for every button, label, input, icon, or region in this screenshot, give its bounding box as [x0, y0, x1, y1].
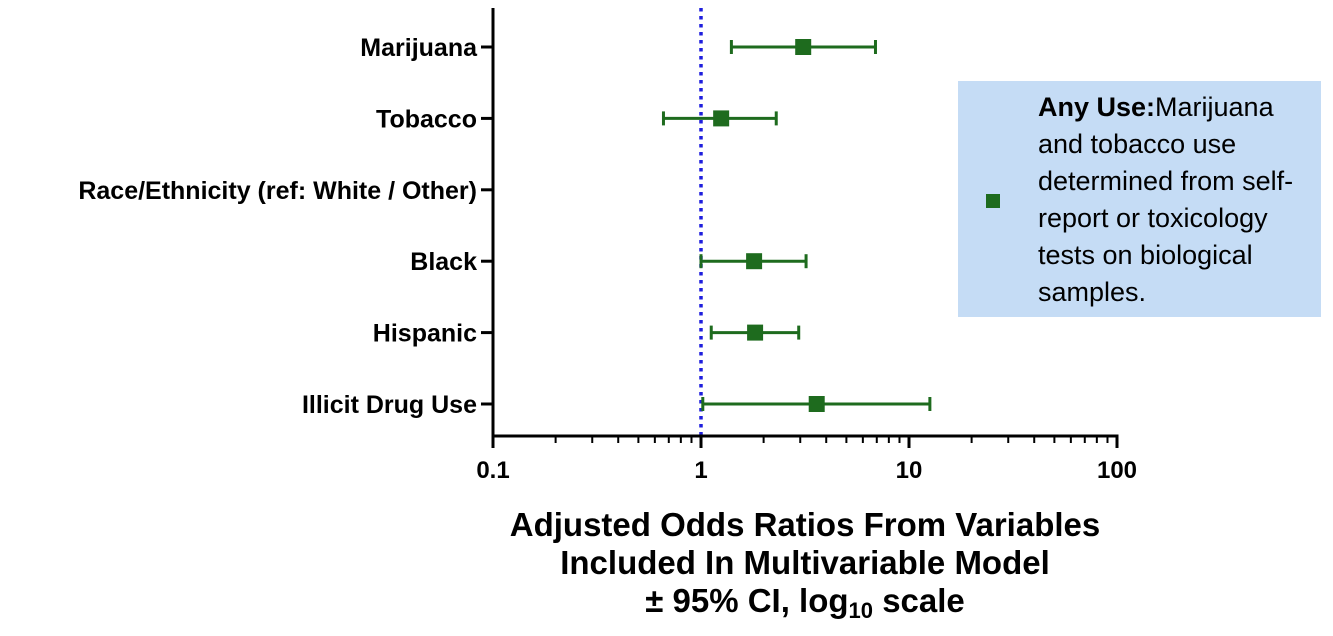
category-label: Race/Ethnicity (ref: White / Other): [78, 177, 477, 205]
odds-ratio-marker: [808, 396, 825, 412]
legend-text: Any Use:Marijuana and tobacco use determ…: [1038, 89, 1318, 311]
x-tick-label: 1: [694, 457, 707, 484]
category-label: Illicit Drug Use: [302, 391, 477, 419]
category-label: Tobacco: [376, 105, 477, 133]
data-marks: [661, 39, 932, 412]
x-axis-title-line-3: ± 95% CI, log10 scale: [420, 582, 1190, 623]
x-axis-title: Adjusted Odds Ratios From Variables Incl…: [420, 506, 1190, 623]
x-tick-label: 0.1: [476, 457, 509, 484]
legend-description: Marijuana and tobacco use determined fro…: [1038, 92, 1294, 307]
category-labels: Marijuana Tobacco Race/Ethnicity (ref: Whi…: [78, 34, 478, 419]
x-axis-title-line-1: Adjusted Odds Ratios From Variables: [509, 506, 1101, 543]
category-label: Marijuana: [360, 34, 478, 62]
odds-ratio-marker: [713, 110, 730, 127]
odds-ratio-marker: [795, 39, 812, 55]
legend-bold-label: Any Use:: [1038, 92, 1156, 122]
odds-ratio-marker: [746, 253, 763, 270]
x-tick-label: 100: [1097, 457, 1137, 484]
x-tick-label: 10: [896, 457, 923, 484]
x-axis-title-subscript: 10: [848, 598, 874, 623]
x-axis-title-line-2: Included In Multivariable Model: [560, 544, 1050, 581]
x-axis-title-prefix: ± 95% CI, log: [645, 582, 849, 619]
x-axis-title-suffix: scale: [873, 582, 965, 619]
odds-ratio-marker: [747, 324, 764, 341]
category-label: Hispanic: [373, 320, 477, 348]
legend-marker-square: [986, 194, 1000, 208]
category-label: Black: [410, 248, 477, 276]
legend-box: Any Use:Marijuana and tobacco use determ…: [958, 81, 1321, 317]
axes: 0.1 1 10 100: [476, 8, 1137, 484]
